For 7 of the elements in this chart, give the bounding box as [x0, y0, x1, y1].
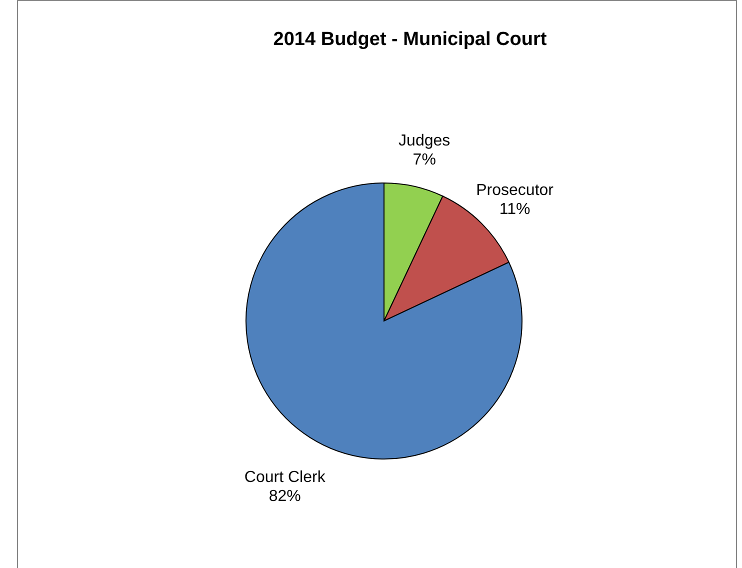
chart-title: 2014 Budget - Municipal Court	[273, 29, 548, 50]
slice-label: Prosecutor	[476, 182, 554, 200]
data-label: 11%	[499, 201, 530, 218]
data-label: 7%	[412, 151, 436, 168]
data-label: 82%	[268, 488, 301, 506]
slice-label: Judges	[398, 132, 450, 150]
slice-label: Court Clerk	[244, 469, 326, 486]
